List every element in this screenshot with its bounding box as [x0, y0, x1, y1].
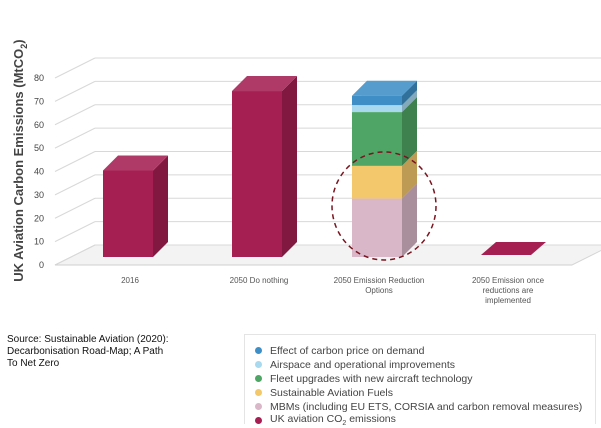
highlight-circle — [331, 151, 437, 261]
bar-segment — [232, 91, 282, 257]
x-category-label: 2050 Do nothing — [230, 276, 289, 285]
gridline-diag — [54, 197, 96, 219]
bar-segment — [352, 95, 402, 106]
bar-segment — [352, 198, 402, 257]
gridline-diag — [54, 104, 96, 126]
legend-label: Sustainable Aviation Fuels — [270, 386, 393, 399]
gridline-diag — [54, 221, 96, 243]
legend-label: Fleet upgrades with new aircraft technol… — [270, 372, 473, 385]
bar-top — [352, 80, 417, 96]
bar-side — [402, 90, 417, 113]
x-category-label: implemented — [485, 296, 531, 305]
legend-item-airspace: Airspace and operational improvements — [255, 358, 455, 371]
bar-segment — [103, 170, 153, 257]
legend-item-uk-co2: UK aviation CO2 emissions — [255, 413, 396, 428]
gridline-diag — [54, 151, 96, 172]
bar-side — [402, 150, 417, 199]
bar-zero-marker — [481, 242, 546, 255]
gridline-diag — [54, 127, 96, 149]
bar-segment — [352, 105, 402, 113]
legend-label: UK aviation CO2 emissions — [270, 413, 396, 428]
x-category-label: 2050 Emission Reduction — [334, 276, 425, 285]
x-category-label: 2050 Emission once — [472, 276, 545, 285]
legend-swatch — [255, 389, 262, 396]
chart-area: 0 10 20 30 40 50 60 70 80 2016 2050 Do nothing 2050… — [11, 39, 601, 305]
bar-side — [282, 76, 297, 257]
bar-side — [402, 183, 417, 257]
legend: Effect of carbon price on demand Airspac… — [244, 334, 596, 428]
bar-side — [402, 97, 417, 166]
legend-swatch — [255, 417, 262, 424]
legend-swatch — [255, 361, 262, 368]
x-category-label: reductions are — [483, 286, 534, 295]
y-tick-label: 40 — [34, 167, 44, 177]
bar-side — [402, 80, 417, 106]
legend-item-fleet: Fleet upgrades with new aircraft technol… — [255, 372, 473, 385]
y-tick-label: 30 — [34, 190, 44, 200]
legend-swatch — [255, 347, 262, 354]
y-tick-label: 50 — [34, 143, 44, 153]
bar-segment — [352, 112, 402, 166]
y-tick-label: 20 — [34, 213, 44, 223]
legend-item-mbms: MBMs (including EU ETS, CORSIA and carbo… — [255, 400, 582, 413]
gridline-diag — [54, 244, 96, 266]
y-tick-label: 80 — [34, 73, 44, 83]
bar-top — [103, 155, 168, 171]
y-axis-label: UK Aviation Carbon Emissions (MtCO2) — [11, 39, 29, 282]
y-tick-label: 0 — [39, 260, 44, 270]
legend-swatch — [255, 403, 262, 410]
bar-segment — [352, 165, 402, 199]
x-category-label: Options — [365, 286, 393, 295]
gridline-diag — [54, 57, 96, 79]
emissions-chart: 0 10 20 30 40 50 60 70 80 2016 2050 Do nothing 2050… — [34, 57, 601, 305]
legend-item-saf: Sustainable Aviation Fuels — [255, 386, 393, 399]
bar-side — [153, 155, 168, 257]
gridline-diag — [54, 80, 96, 102]
y-tick-label: 70 — [34, 96, 44, 106]
legend-swatch — [255, 375, 262, 382]
legend-label: Effect of carbon price on demand — [270, 344, 425, 357]
legend-label: MBMs (including EU ETS, CORSIA and carbo… — [270, 400, 583, 413]
y-tick-label: 10 — [34, 237, 44, 247]
bar-top — [232, 76, 297, 92]
legend-item-carbon-price: Effect of carbon price on demand — [255, 344, 425, 357]
legend-label: Airspace and operational improvements — [270, 358, 456, 371]
source-note: Source: Sustainable Aviation (2020): Dec… — [7, 334, 169, 369]
x-category-label: 2016 — [121, 276, 139, 285]
y-tick-label: 60 — [34, 120, 44, 130]
gridline-diag — [54, 174, 96, 196]
